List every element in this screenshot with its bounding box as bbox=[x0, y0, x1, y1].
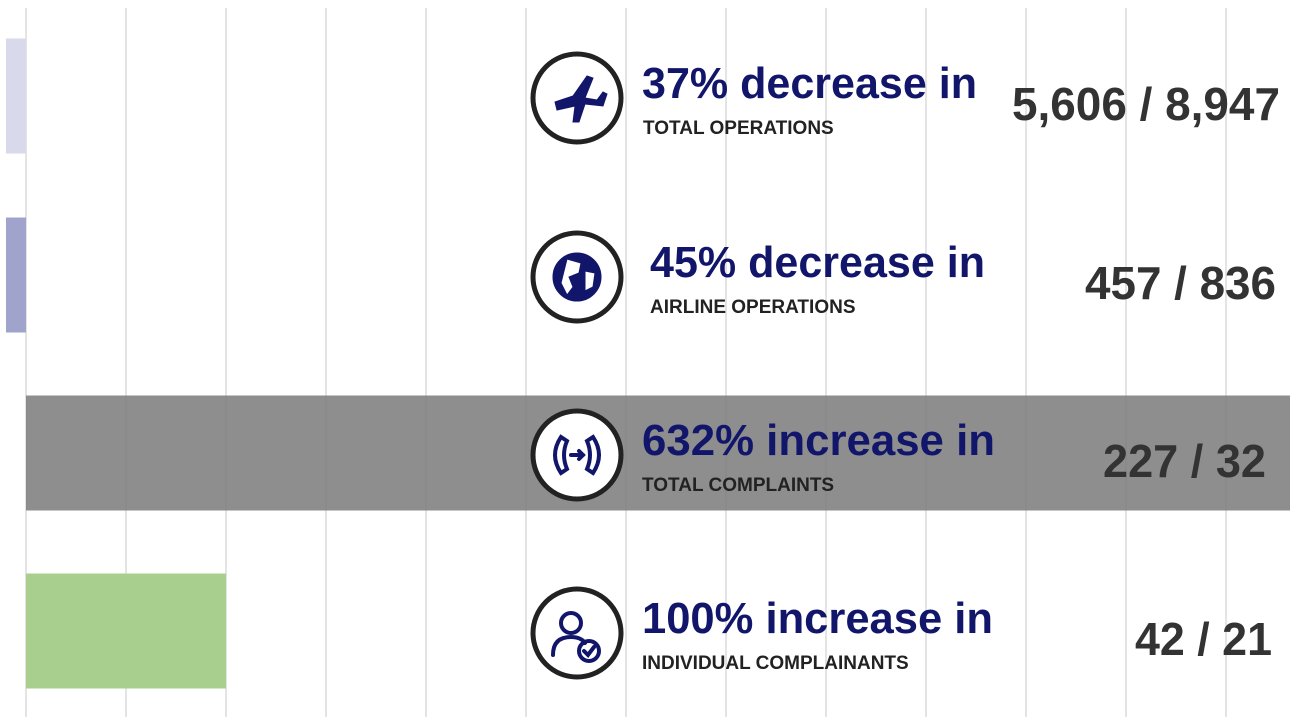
ratio: 457 / 836 bbox=[1085, 257, 1276, 309]
category-label: INDIVIDUAL COMPLAINANTS bbox=[642, 653, 909, 674]
category-label: TOTAL COMPLAINTS bbox=[642, 475, 834, 496]
ratio: 42 / 21 bbox=[1135, 613, 1272, 665]
headline: 632% increase in bbox=[642, 416, 995, 465]
headline: 45% decrease in bbox=[650, 238, 985, 287]
ratio: 5,606 / 8,947 bbox=[1012, 78, 1280, 130]
bars bbox=[6, 38, 1290, 689]
grid bbox=[25, 8, 1227, 717]
icon bbox=[551, 610, 601, 664]
bar bbox=[6, 38, 26, 154]
headline: 37% decrease in bbox=[642, 59, 977, 108]
rows: 37% decrease in TOTAL OPERATIONS 5,606 / 8… bbox=[530, 51, 1280, 680]
icon bbox=[553, 434, 601, 476]
icon bbox=[552, 252, 602, 302]
bar bbox=[26, 395, 1290, 511]
category-label: TOTAL OPERATIONS bbox=[643, 118, 834, 139]
ratio: 227 / 32 bbox=[1103, 435, 1266, 487]
bar bbox=[6, 217, 26, 333]
icon bbox=[554, 75, 608, 123]
bar bbox=[26, 573, 226, 689]
category-label: AIRLINE OPERATIONS bbox=[650, 297, 856, 318]
headline: 100% increase in bbox=[642, 594, 993, 643]
